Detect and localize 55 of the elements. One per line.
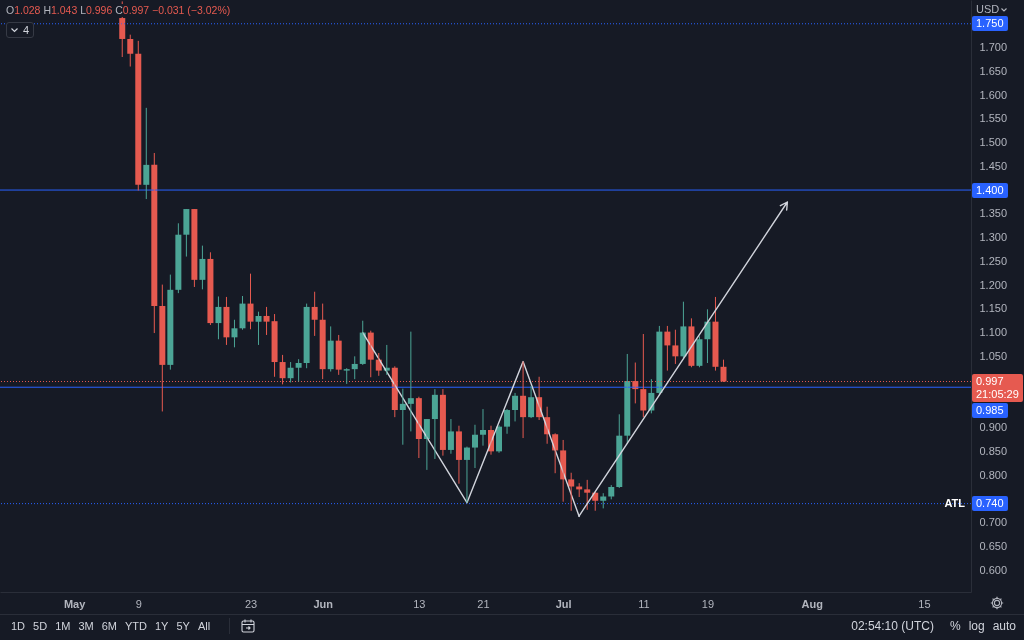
x-tick-label: 15 [918,597,931,610]
x-tick-label: May [63,597,87,610]
y-tick-label: 0.650 [979,539,1008,552]
text: All [196,619,212,633]
y-tick-label: 1.500 [979,136,1008,149]
ref-line-label: 1.400 [976,183,1004,197]
text: 1Y [153,619,170,633]
text: 1M [54,619,72,633]
text: 3M [77,619,95,633]
ref-line-label: 0.985 [976,404,1004,418]
y-tick-label: 0.600 [979,563,1008,576]
text: 02:54:10 (UTC) [850,619,935,633]
candlestick [343,367,350,385]
x-tick-label: 21 [477,597,490,610]
y-tick-label: 0.900 [979,421,1008,434]
text: YTD [123,619,148,633]
text: 5Y [175,619,191,633]
ref-line-label: 0.740 [976,497,1004,511]
y-tick-label: 1.700 [979,41,1008,54]
text: 6M [100,619,118,633]
x-tick-label: 19 [701,597,715,610]
x-tick-label: 11 [638,597,650,610]
x-tick-label: 13 [413,597,426,610]
y-tick-label: 1.550 [979,112,1008,125]
text: 5D [32,619,49,633]
y-tick-label: 1.100 [979,326,1008,339]
y-tick-label: 1.450 [979,159,1008,172]
y-tick-label: 1.300 [979,231,1008,244]
x-tick-label: Jul [555,597,572,610]
x-tick-label: 23 [244,597,258,610]
text: 1D [10,619,27,633]
y-tick-label: 1.150 [979,302,1008,315]
y-tick-label: 1.200 [979,278,1008,291]
y-tick-label: 1.050 [979,349,1008,362]
annotation: ATL [944,496,965,509]
ref-line-label: 0.997 [976,375,1005,389]
candlestick [584,479,591,511]
annotation: 4 [6,22,35,38]
x-tick-label: Jun [313,597,334,610]
y-tick-label: 1.600 [979,88,1008,101]
annotation: O1.028 H1.043 L0.996 C0.997 −0.031 (−3.02%) [5,4,232,17]
text: USD [976,3,1000,15]
ref-line-label: 1.750 [976,17,1004,31]
x-tick-label: Aug [801,597,823,610]
y-tick-label: 0.850 [979,444,1008,457]
text: log [967,619,986,633]
y-tick-label: 1.350 [979,207,1008,220]
y-tick-label: 1.650 [979,64,1008,77]
x-tick-label: 9 [135,597,142,610]
text: % [948,619,962,633]
text: auto [991,619,1017,633]
y-tick-label: 0.700 [979,516,1008,529]
text: 21:05:29 [976,388,1019,402]
y-tick-label: 1.250 [979,254,1008,267]
y-tick-label: 0.800 [979,468,1008,481]
